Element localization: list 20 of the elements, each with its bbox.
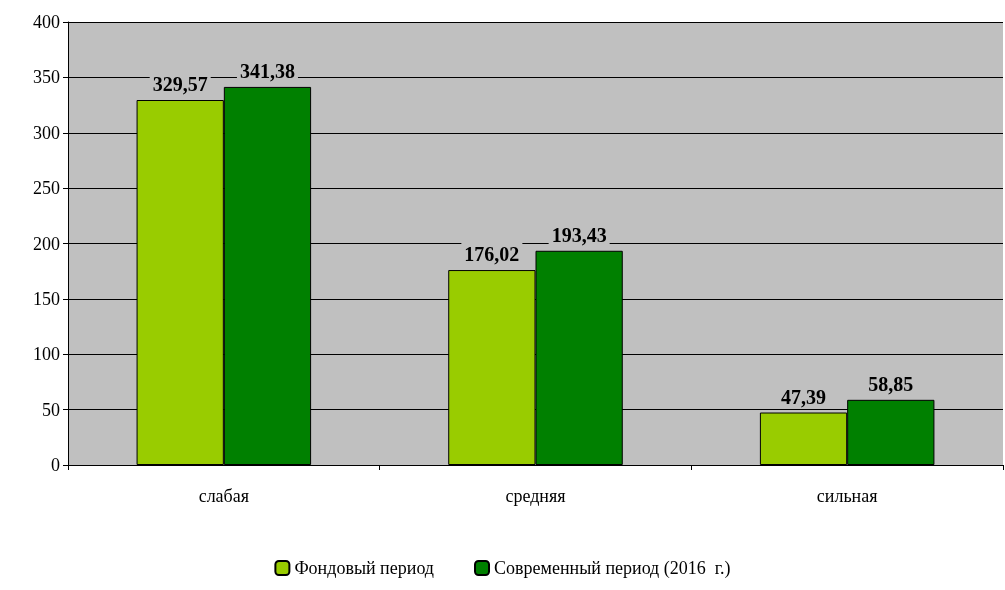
data-label: 193,43	[551, 223, 607, 246]
y-tick-label: 200	[33, 233, 60, 254]
y-tick-label: 0	[51, 455, 60, 475]
legend-label: Современный период (2016 г.)	[494, 558, 731, 579]
y-tick-label: 350	[33, 67, 60, 88]
y-tick-label: 250	[33, 178, 60, 199]
data-label: 58,85	[868, 372, 914, 395]
data-label: 176,02	[464, 243, 520, 266]
x-tick-label: средняя	[505, 486, 566, 506]
y-tick-label: 150	[33, 288, 60, 309]
data-label: 341,38	[239, 59, 295, 82]
data-label: 329,57	[152, 73, 208, 95]
y-tick-label: 50	[42, 399, 60, 420]
x-tick-label: сильная	[816, 486, 878, 506]
y-tick-label: 300	[33, 122, 60, 143]
y-tick-label: 400	[33, 12, 60, 32]
x-tick-label: слабая	[198, 486, 250, 506]
y-tick-label: 100	[33, 344, 60, 365]
legend-label: Фондовый период	[294, 558, 435, 578]
data-label: 47,39	[781, 385, 827, 408]
